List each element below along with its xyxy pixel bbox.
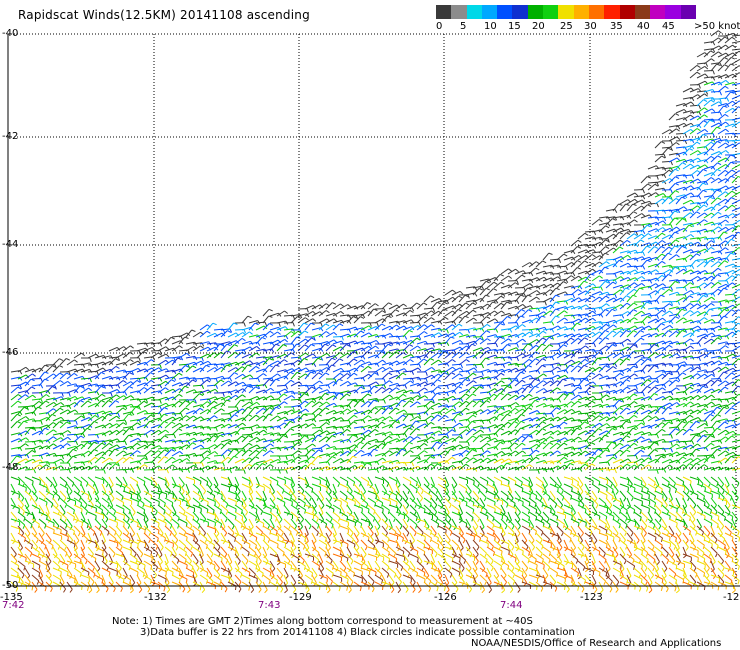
colorbar-swatch xyxy=(650,5,666,19)
wind-speed-colorbar xyxy=(436,5,697,19)
colorbar-swatch xyxy=(619,5,635,19)
colorbar-swatch xyxy=(543,5,559,19)
colorbar-swatch xyxy=(573,5,589,19)
latitude-tick-label: -44 xyxy=(2,239,19,250)
colorbar-swatch xyxy=(604,5,620,19)
longitude-tick-label: -132 xyxy=(144,592,167,603)
latitude-tick-label: -50 xyxy=(2,580,19,591)
colorbar-label: >50 knots xyxy=(694,21,740,32)
colorbar-swatch xyxy=(680,5,697,19)
colorbar-label: 25 xyxy=(560,21,573,32)
colorbar-label: 35 xyxy=(610,21,623,32)
colorbar-swatch xyxy=(588,5,605,19)
credit-line: NOAA/NESDIS/Office of Research and Appli… xyxy=(471,638,722,649)
colorbar-swatch xyxy=(497,5,513,19)
longitude-tick-label: -120 xyxy=(723,592,740,603)
note-line-1: Note: 1) Times are GMT 2)Times along bot… xyxy=(112,616,533,627)
lat-lon-grid xyxy=(7,33,740,587)
colorbar-labels: 0 5 10 15 20 25 30 35 40 45 >50 knots xyxy=(436,21,740,33)
colorbar-swatch xyxy=(665,5,681,19)
time-label: 7:42 xyxy=(2,600,25,611)
colorbar-swatch xyxy=(558,5,574,19)
colorbar-label: 45 xyxy=(662,21,675,32)
latitude-tick-label: -40 xyxy=(2,28,19,39)
latitude-tick-label: -48 xyxy=(2,462,19,473)
longitude-tick-label: -129 xyxy=(289,592,312,603)
time-label: 7:43 xyxy=(258,600,281,611)
time-label: 7:44 xyxy=(500,600,523,611)
colorbar-label: 0 xyxy=(436,21,443,32)
colorbar-swatch xyxy=(436,5,452,19)
colorbar-swatch xyxy=(512,5,528,19)
colorbar-label: 40 xyxy=(637,21,650,32)
colorbar-swatch xyxy=(451,5,467,19)
longitude-tick-label: -135 xyxy=(0,592,23,603)
latitude-tick-label: -46 xyxy=(2,347,19,358)
colorbar-swatch xyxy=(466,5,482,19)
colorbar-label: 10 xyxy=(484,21,497,32)
map-title: Rapidscat Winds(12.5KM) 20141108 ascendi… xyxy=(18,8,310,22)
longitude-tick-label: -123 xyxy=(580,592,603,603)
longitude-tick-label: -126 xyxy=(434,592,457,603)
wind-barbs-layer xyxy=(10,30,740,594)
colorbar-swatch xyxy=(527,5,544,19)
note-line-2: 3)Data buffer is 22 hrs from 20141108 4)… xyxy=(140,627,575,638)
latitude-tick-label: -42 xyxy=(2,131,19,142)
colorbar-label: 5 xyxy=(460,21,467,32)
colorbar-label: 20 xyxy=(532,21,545,32)
notes: Note: 1) Times are GMT 2)Times along bot… xyxy=(112,616,575,638)
colorbar-label: 30 xyxy=(584,21,597,32)
colorbar-label: 15 xyxy=(508,21,521,32)
colorbar-swatch xyxy=(634,5,651,19)
colorbar-swatch xyxy=(481,5,498,19)
